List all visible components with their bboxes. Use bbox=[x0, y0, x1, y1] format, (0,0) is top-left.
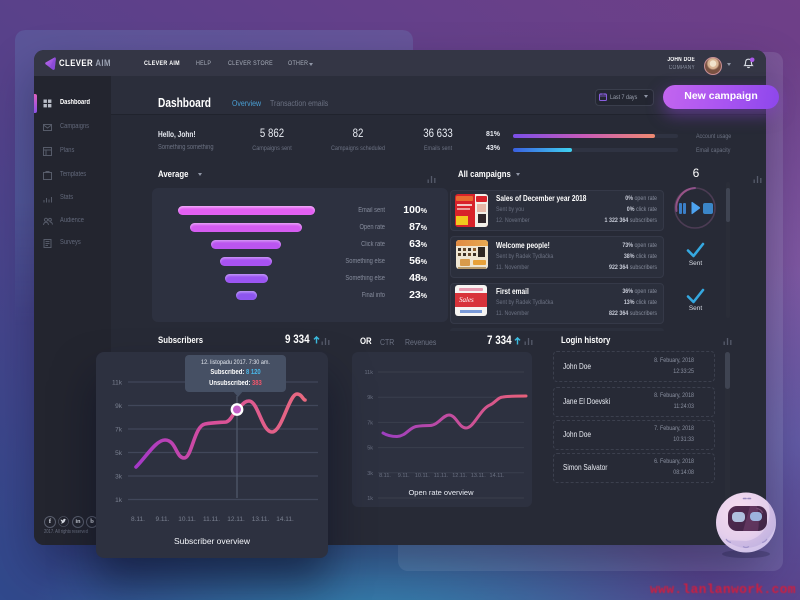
svg-text:14.11.: 14.11. bbox=[490, 473, 505, 479]
svg-text:9.11.: 9.11. bbox=[156, 516, 170, 523]
svg-text:8.11.: 8.11. bbox=[379, 473, 391, 479]
svg-text:11.11.: 11.11. bbox=[434, 473, 449, 479]
svg-text:5k: 5k bbox=[367, 446, 373, 452]
svg-text:13.11.: 13.11. bbox=[471, 473, 486, 479]
svg-text:10.11.: 10.11. bbox=[178, 516, 196, 523]
svg-text:11k: 11k bbox=[365, 370, 374, 376]
svg-text:11.11.: 11.11. bbox=[203, 516, 220, 523]
svg-text:7k: 7k bbox=[115, 427, 123, 434]
svg-text:12.11.: 12.11. bbox=[227, 516, 245, 523]
svg-text:13.11.: 13.11. bbox=[252, 516, 270, 523]
svg-text:9k: 9k bbox=[367, 395, 373, 401]
svg-text:9.11.: 9.11. bbox=[398, 473, 410, 479]
svg-text:9k: 9k bbox=[115, 403, 123, 410]
svg-text:Subscriber overview: Subscriber overview bbox=[174, 536, 251, 546]
svg-text:10.11.: 10.11. bbox=[415, 473, 430, 479]
svg-text:1k: 1k bbox=[367, 496, 373, 502]
svg-text:5k: 5k bbox=[115, 450, 123, 457]
svg-text:Open rate overview: Open rate overview bbox=[408, 488, 474, 497]
svg-text:3k: 3k bbox=[367, 471, 373, 477]
svg-text:7k: 7k bbox=[367, 420, 373, 426]
svg-text:14.11.: 14.11. bbox=[276, 516, 294, 523]
svg-text:11k: 11k bbox=[112, 380, 123, 387]
svg-text:8.11.: 8.11. bbox=[131, 516, 145, 523]
svg-text:12.11.: 12.11. bbox=[452, 473, 467, 479]
svg-text:3k: 3k bbox=[115, 474, 123, 481]
svg-text:1k: 1k bbox=[115, 497, 123, 504]
